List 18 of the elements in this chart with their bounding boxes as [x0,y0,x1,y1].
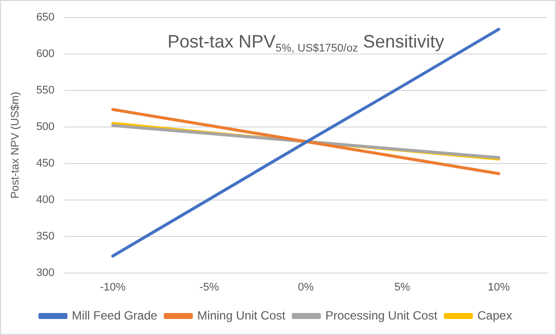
y-tick-label: 650 [36,12,55,24]
legend-label: Processing Unit Cost [325,308,438,322]
x-tick-label: 5% [394,281,410,294]
x-tick-label: -5% [200,281,220,294]
y-tick-label: 550 [36,84,55,97]
y-tick-label: 600 [36,48,55,60]
y-tick-label: 500 [36,121,55,134]
y-tick-label: 400 [36,194,55,206]
y-tick-label: 300 [36,266,55,279]
x-tick-label: -10% [100,281,126,294]
x-tick-label: 10% [488,281,510,294]
x-tick-label: 0% [298,281,314,294]
legend-label: Capex [477,308,512,322]
legend-label: Mill Feed Grade [72,308,158,322]
legend-label: Mining Unit Cost [197,308,286,322]
y-tick-label: 350 [36,230,55,242]
y-tick-label: 450 [36,157,55,170]
y-axis-title: Post-tax NPV (US$m) [10,92,22,199]
